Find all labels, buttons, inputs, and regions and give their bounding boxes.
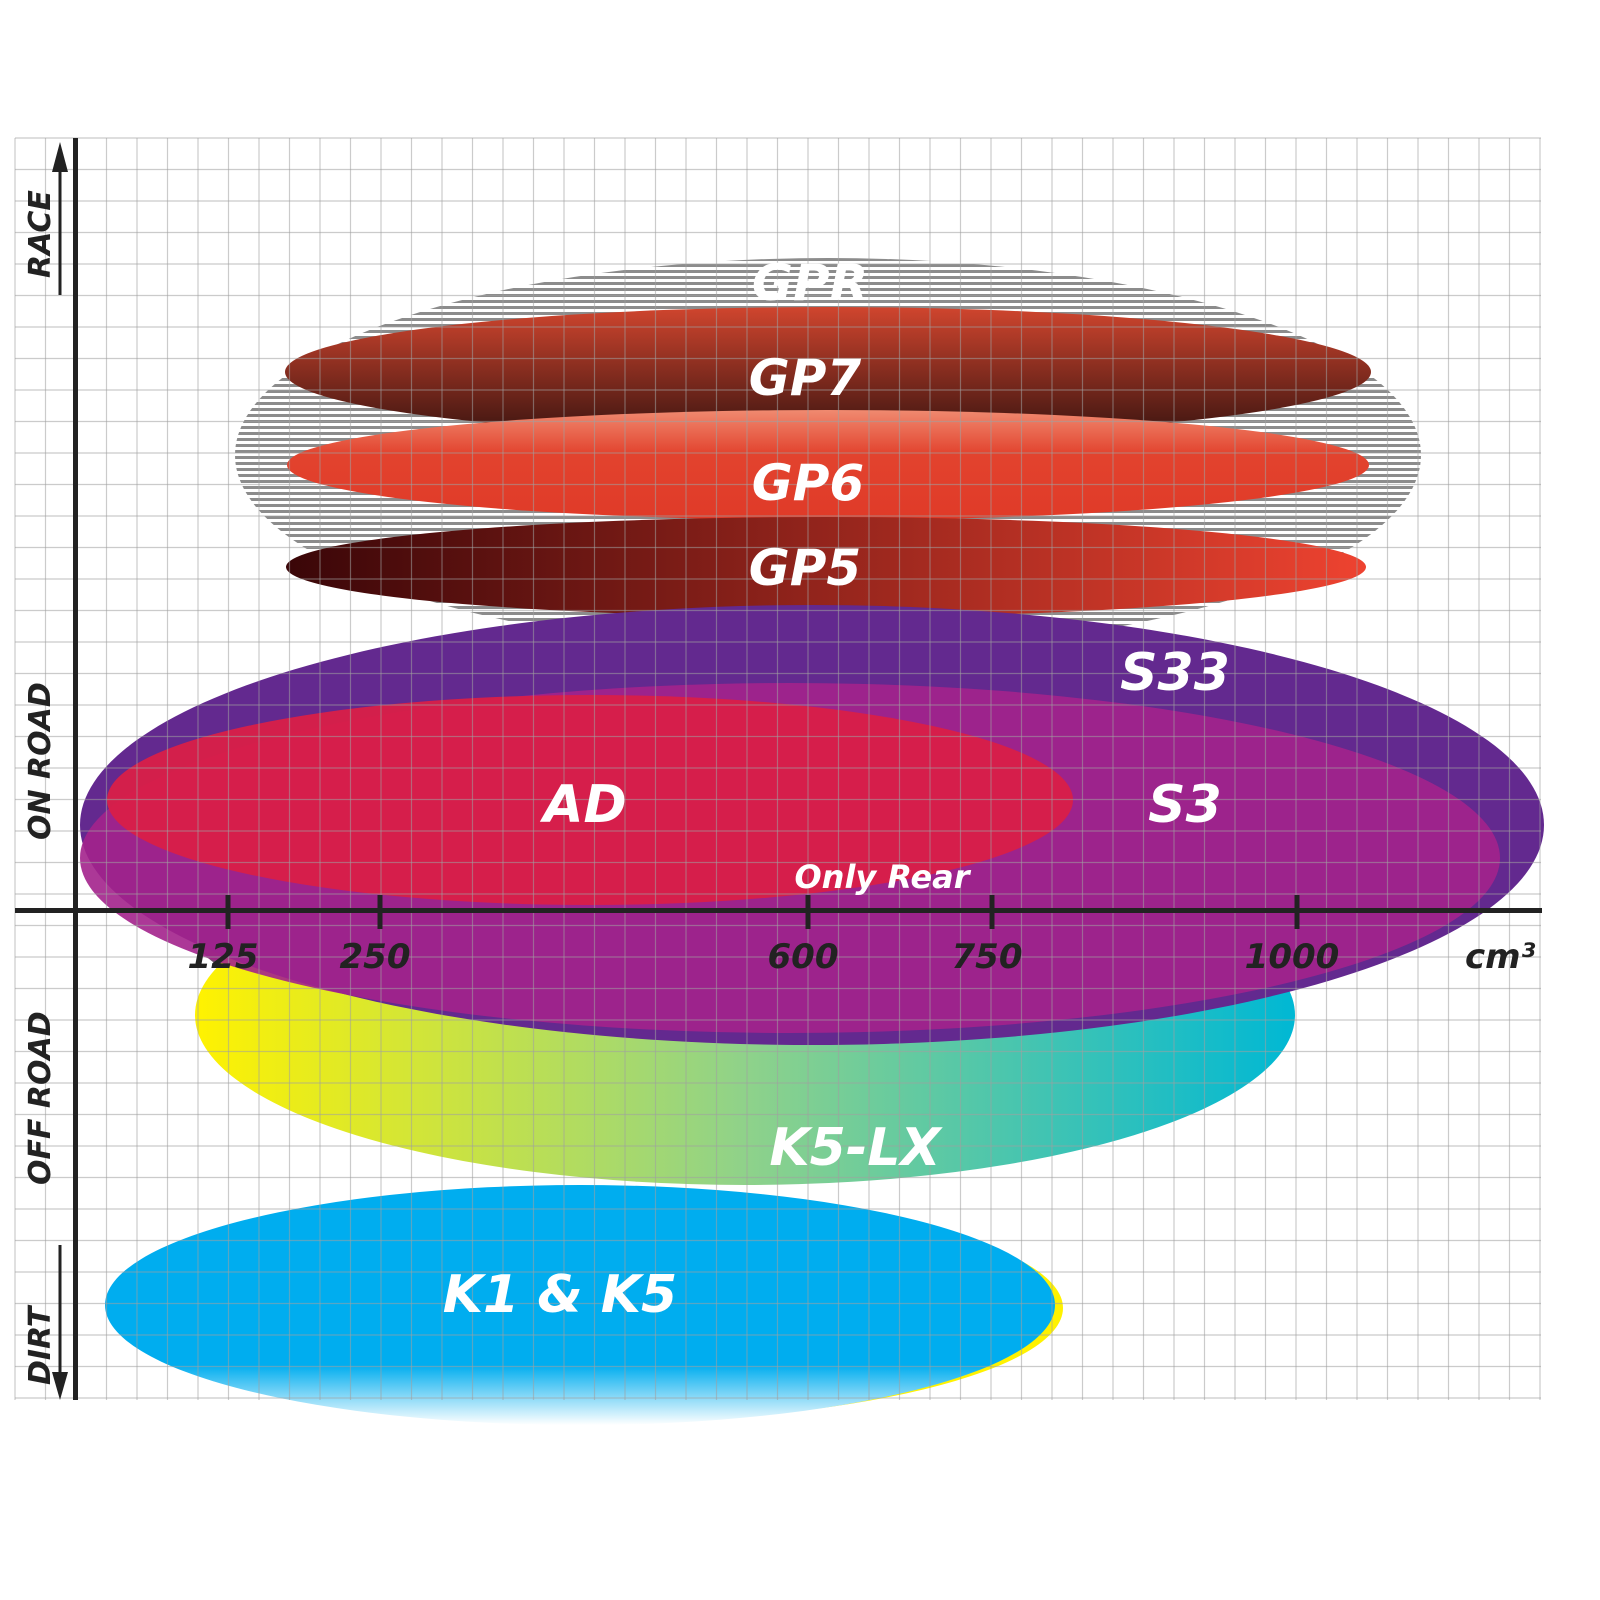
y-label-race: RACE bbox=[23, 190, 58, 278]
label-gp6: GP6 bbox=[752, 454, 864, 512]
x-tick-125 bbox=[225, 895, 231, 929]
ellipse-gp6 bbox=[287, 410, 1369, 520]
ellipse-gp7 bbox=[285, 307, 1371, 437]
label-s33: S33 bbox=[1120, 643, 1230, 703]
label-k1-k5: K1 & K5 bbox=[443, 1265, 678, 1325]
label-s3: S3 bbox=[1148, 775, 1222, 835]
axes bbox=[15, 138, 1542, 1400]
x-tick-750 bbox=[989, 895, 995, 929]
x-tick-250 bbox=[377, 895, 383, 929]
grid bbox=[14, 137, 1541, 1400]
x-tick-label-750: 750 bbox=[952, 937, 1023, 977]
x-label-unit: cm³ bbox=[1465, 937, 1536, 977]
x-tick-label-125: 125 bbox=[188, 937, 259, 977]
label-k5-lx: K5-LX bbox=[769, 1118, 943, 1178]
label-ad: AD bbox=[539, 775, 626, 835]
race-arrow bbox=[52, 142, 68, 295]
x-tick-600 bbox=[805, 895, 811, 929]
label-gp5: GP5 bbox=[749, 539, 861, 597]
label-gp7: GP7 bbox=[749, 349, 862, 407]
annotation-only-rear: Only Rear bbox=[794, 858, 971, 896]
label-gpr: GPR bbox=[752, 254, 868, 312]
ellipse-gp5 bbox=[286, 517, 1366, 617]
y-label-dirt: DIRT bbox=[23, 1304, 58, 1385]
y-axis bbox=[73, 138, 78, 1400]
x-axis bbox=[15, 908, 1542, 913]
x-tick-label-250: 250 bbox=[340, 937, 411, 977]
y-label-off-road: OFF ROAD bbox=[23, 1011, 58, 1185]
x-tick-label-600: 600 bbox=[768, 937, 839, 977]
ellipse-k1-k5 bbox=[105, 1185, 1055, 1425]
dirt-arrow bbox=[52, 1245, 68, 1400]
x-tick-label-1000: 1000 bbox=[1245, 937, 1340, 977]
y-label-on-road: ON ROAD bbox=[23, 682, 58, 840]
x-tick-1000 bbox=[1294, 895, 1300, 929]
